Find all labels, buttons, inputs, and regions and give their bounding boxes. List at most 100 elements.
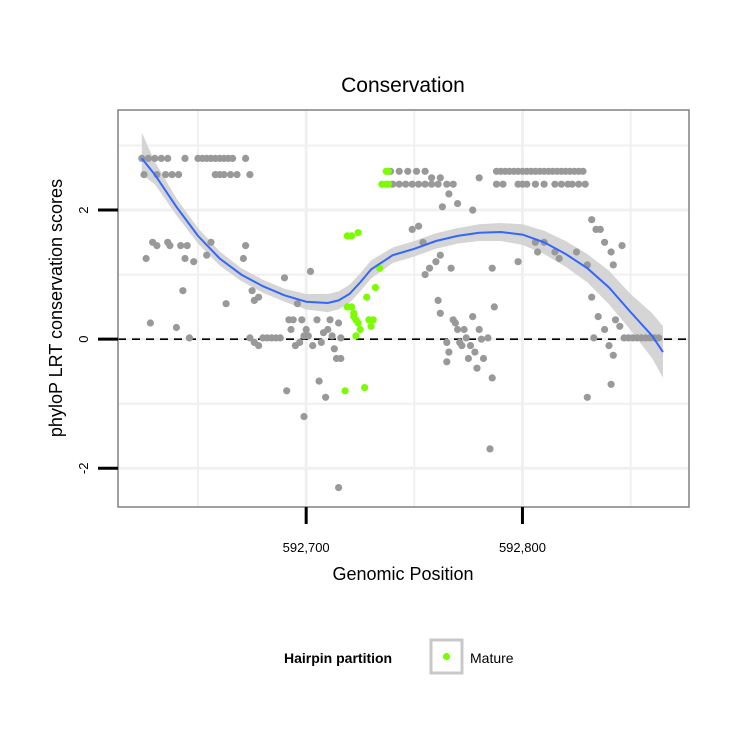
data-point-mature [384,167,392,175]
data-point-other [421,271,429,279]
y-tick-label: 0 [76,336,91,343]
data-point-other [479,354,488,363]
data-point-other [233,171,241,179]
data-point-other [609,351,617,359]
data-point-other [475,174,483,182]
data-point-other [588,293,596,301]
confidence-band [141,132,664,378]
data-point-other [421,180,429,188]
data-point-other [607,248,615,256]
data-point-other [605,342,613,350]
data-point-other [207,238,215,246]
data-point-other [220,171,228,179]
data-point-other [490,303,498,311]
data-point-other [572,248,581,256]
data-point-mature [369,316,377,324]
data-point-other [531,180,540,188]
data-point-other [300,413,308,421]
data-point-other [144,154,152,162]
data-point-other [283,387,291,395]
data-point-mature [384,180,392,188]
data-point-other [335,319,343,327]
data-point-other [172,323,180,332]
data-point-other [408,180,416,188]
data-point-mature [376,264,384,272]
data-point-other [179,287,187,295]
data-point-other [246,334,254,342]
data-point-other [185,334,193,342]
data-point-other [326,316,334,324]
plot-panel [118,110,689,507]
data-point-other [475,325,483,334]
data-point-other [445,348,453,356]
data-point-other [421,167,429,175]
data-point-other [335,484,343,492]
data-point-other [177,242,185,250]
plot-border [117,109,690,508]
data-point-other [425,264,434,272]
data-point-other [469,313,477,321]
data-point-other [337,334,345,342]
data-point-other [306,267,315,275]
data-point-mature [348,303,356,311]
data-point-other [298,316,306,324]
data-point-other [583,393,591,401]
data-point-mature [363,293,371,301]
data-point-other [402,180,410,188]
data-point-other [146,319,154,327]
data-point-other [229,154,237,162]
data-point-other [466,342,475,350]
y-axis-ticks: -2 0 2 [76,206,118,474]
data-point-other [451,319,459,327]
data-point-other [618,242,626,250]
data-point-other [415,180,423,188]
data-point-mature [367,322,375,330]
data-point-other [162,171,170,179]
data-point-other [611,316,620,324]
data-point-other [484,334,492,342]
data-point-other [588,216,596,224]
data-point-mature [354,319,362,327]
data-point-other [477,335,485,343]
data-point-other [557,180,566,188]
data-point-other [486,445,494,453]
legend-label-mature: Mature [470,650,514,666]
data-point-other [499,180,507,188]
data-point-other [471,348,479,356]
data-point-other [436,174,444,182]
data-point-other [330,345,338,353]
data-point-other [324,325,332,334]
data-point-other [395,180,403,188]
data-point-other [596,225,604,233]
data-point-other [181,254,189,263]
data-point-other [575,180,583,188]
data-point-other [276,334,284,342]
data-point-other [304,332,312,340]
x-tick-label: 592,800 [499,540,546,555]
legend-title: Hairpin partition [284,650,392,666]
data-point-other [302,325,310,334]
chart-title: Conservation [341,74,465,97]
data-point-other [328,332,336,340]
y-tick-label: 2 [76,206,91,213]
data-point-other [183,242,191,250]
y-axis-title: phyloP LRT conservation scores [46,179,66,437]
data-point-other [287,325,295,334]
data-point-other [309,342,317,350]
data-point-other [514,258,522,266]
data-point-other [181,154,189,162]
data-point-mature [348,232,356,240]
data-point-other [153,242,161,250]
data-point-other [255,342,263,350]
data-point-other [190,258,198,266]
legend-key-mature-dot [442,652,451,661]
data-point-other [460,325,468,334]
data-point-other [296,338,304,346]
data-point-mature [356,325,364,334]
data-point-other [432,258,440,266]
data-point-other [488,264,496,272]
data-point-other [151,154,159,162]
data-point-other [337,354,345,363]
data-point-other [443,338,451,346]
data-point-other [607,380,615,388]
